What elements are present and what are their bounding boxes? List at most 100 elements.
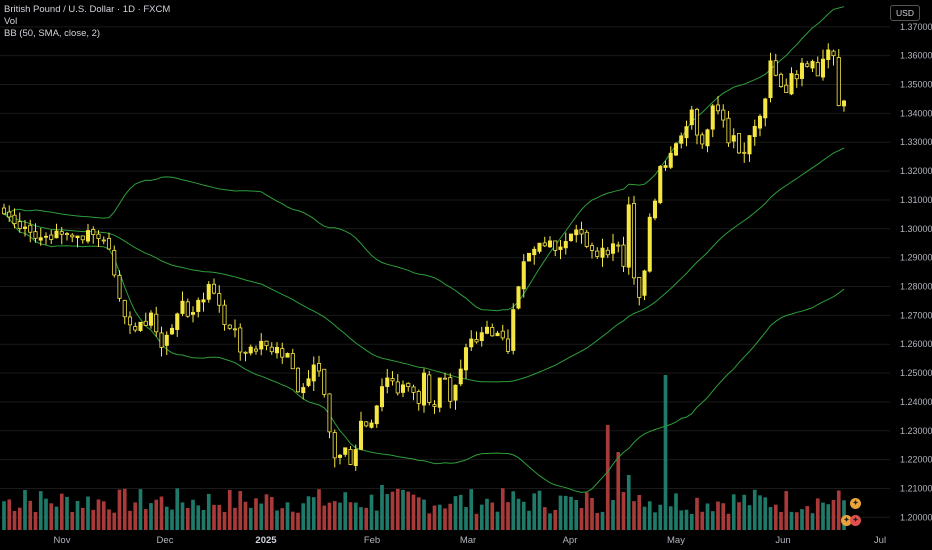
candle — [642, 269, 647, 301]
volume-bar — [149, 503, 153, 530]
candle — [831, 49, 836, 66]
volume-bar — [621, 492, 626, 530]
candle — [810, 59, 815, 73]
volume-bar — [201, 510, 206, 530]
volume-bar — [80, 507, 85, 530]
candle — [658, 164, 663, 205]
volume-bar — [96, 499, 101, 530]
candle — [710, 103, 715, 138]
candle — [600, 238, 605, 267]
volume-bar — [642, 506, 647, 530]
candle — [227, 324, 232, 330]
volume-bar — [122, 488, 127, 530]
volume-bar — [285, 502, 290, 530]
candle — [715, 96, 721, 115]
volume-bar — [647, 501, 652, 530]
candle — [458, 359, 463, 387]
volume-bar — [390, 491, 395, 530]
candle — [232, 319, 238, 338]
price-tick-label: 1.28000 — [900, 281, 932, 291]
time-tick-label: Jun — [775, 535, 790, 546]
candle — [311, 356, 316, 392]
volume-bar — [595, 513, 600, 530]
candle — [248, 344, 253, 356]
volume-bar — [784, 491, 789, 530]
bb-legend[interactable]: BB (50, SMA, close, 2) — [4, 28, 101, 39]
volume-bar — [563, 495, 568, 530]
volume-legend[interactable]: Vol — [4, 16, 18, 27]
candle — [647, 213, 652, 273]
candle — [736, 133, 742, 154]
volume-bar — [663, 375, 668, 530]
volume-bar — [443, 508, 447, 530]
candle — [337, 453, 343, 465]
candle — [568, 233, 574, 242]
volume-bar — [243, 501, 248, 530]
price-tick-label: 1.20000 — [900, 512, 932, 522]
candle — [285, 352, 290, 358]
candle — [484, 320, 490, 335]
volume-bar — [332, 501, 337, 530]
volume-bar — [343, 492, 348, 530]
candle — [49, 229, 54, 244]
candle — [432, 400, 437, 414]
candle — [348, 446, 353, 466]
candle — [757, 114, 763, 137]
volume-bar — [180, 502, 185, 530]
candle — [589, 242, 595, 259]
volume-bar — [264, 494, 269, 530]
volume-bar — [453, 496, 458, 530]
candle — [327, 393, 332, 439]
volume-bar — [584, 492, 589, 530]
volume-bar — [490, 502, 495, 530]
candle — [211, 278, 217, 295]
volume-bar — [206, 493, 211, 530]
event-flag-icon[interactable]: ✦ — [850, 498, 861, 509]
candle — [626, 196, 631, 275]
volume-bar — [458, 494, 463, 530]
volume-bar — [112, 512, 117, 530]
volume-bar — [558, 495, 563, 530]
event-flag-icon[interactable]: ✦ — [841, 515, 852, 526]
candle — [259, 333, 264, 356]
candle — [316, 355, 322, 377]
currency-button[interactable]: USD — [890, 5, 920, 21]
candle — [43, 232, 49, 245]
candle — [196, 297, 201, 318]
volume-bar — [327, 502, 332, 530]
price-tick-label: 1.34000 — [900, 108, 932, 118]
bb-basis-line — [3, 147, 845, 383]
price-tick-label: 1.37000 — [900, 22, 932, 32]
time-tick-label: Nov — [54, 535, 71, 546]
volume-bar — [768, 507, 773, 530]
price-tick-label: 1.31000 — [900, 195, 932, 205]
candle — [1, 203, 7, 216]
volume-bar — [395, 488, 400, 530]
volume-bar — [422, 499, 426, 530]
candle — [295, 367, 301, 393]
candle — [243, 351, 248, 362]
volume-bar — [637, 495, 642, 530]
volume-bar — [416, 497, 421, 530]
candle — [406, 382, 411, 392]
candle — [637, 276, 642, 306]
candle — [663, 160, 668, 171]
candle — [206, 281, 211, 303]
volume-bar — [301, 503, 306, 530]
volume-bar — [296, 512, 300, 530]
candle — [358, 411, 364, 451]
symbol-title[interactable]: British Pound / U.S. Dollar · 1D · FXCM — [4, 4, 171, 15]
volume-bar — [553, 509, 558, 530]
volume-bar — [737, 502, 741, 530]
candle — [747, 135, 752, 162]
volume-bar — [810, 513, 815, 530]
candle — [70, 233, 75, 243]
event-flag-icon[interactable]: ✦ — [850, 515, 861, 526]
candle — [768, 52, 773, 103]
candle — [175, 312, 180, 337]
candle — [38, 227, 43, 246]
volume-bar — [569, 496, 573, 530]
volume-bar — [658, 504, 663, 530]
